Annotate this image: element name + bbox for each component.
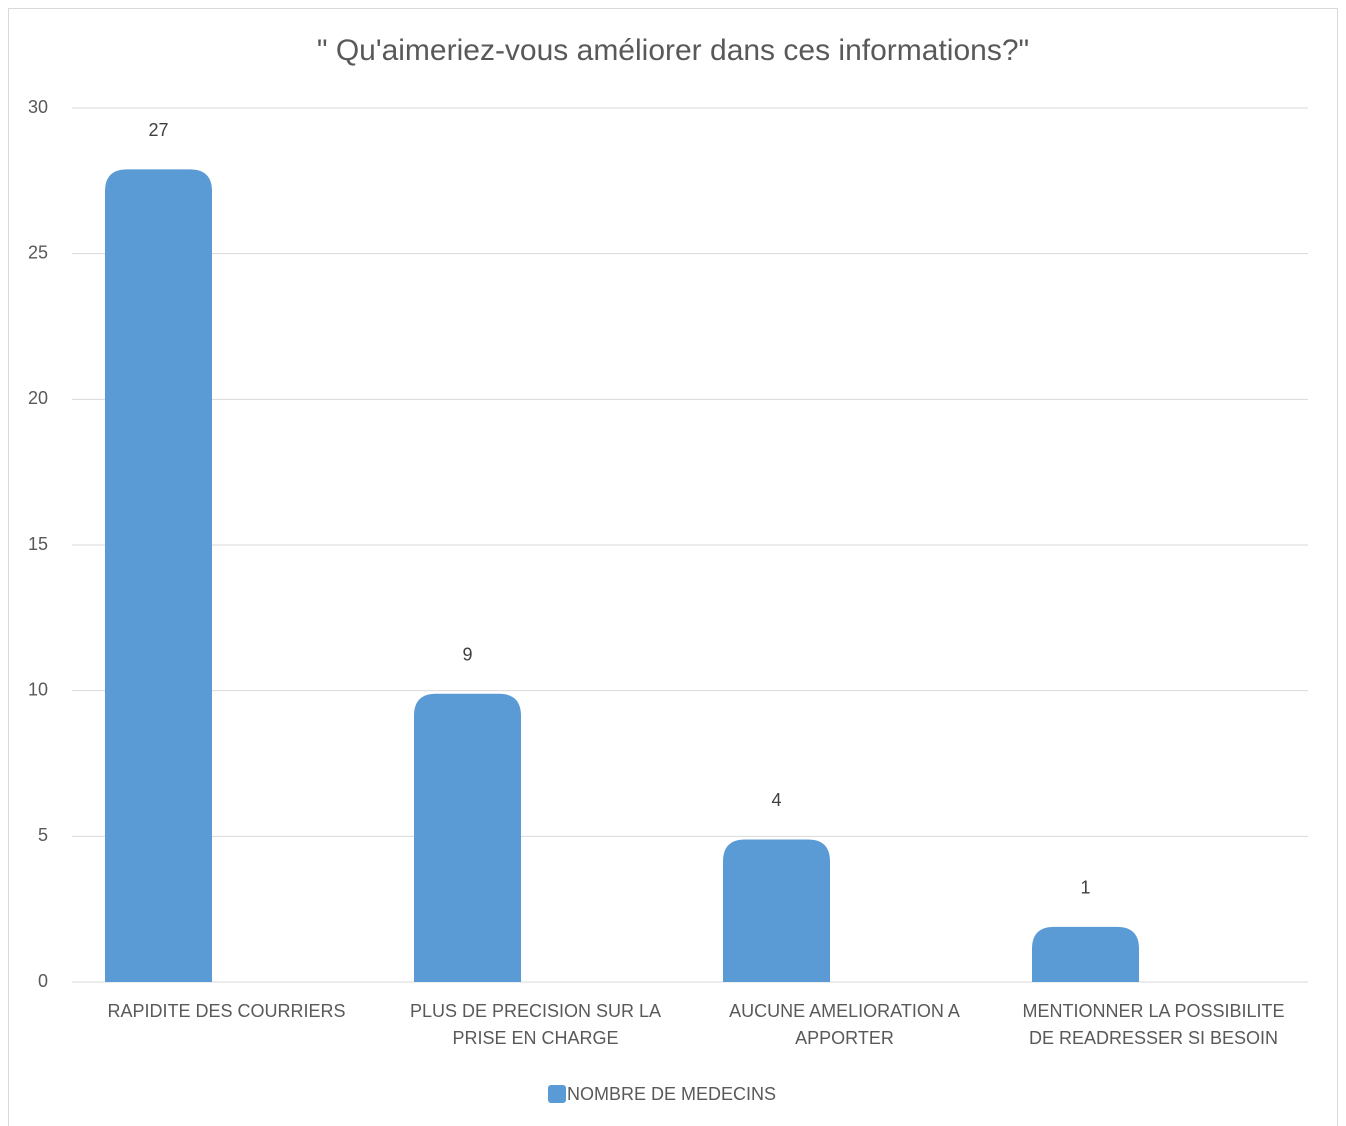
data-label: 27: [148, 120, 168, 140]
chart-border: [8, 8, 1338, 1126]
x-tick-label: PLUS DE PRECISION SUR LA PRISE EN CHARGE: [409, 1001, 662, 1048]
data-label: 1: [1080, 878, 1090, 898]
x-tick-label: MENTIONNER LA POSSIBILITE DE READRESSER …: [1022, 1001, 1285, 1048]
bar: [1032, 926, 1139, 982]
x-tick-label: RAPIDITE DES COURRIERS: [107, 1001, 346, 1021]
chart-title: " Qu'aimeriez-vous améliorer dans ces in…: [317, 34, 1029, 67]
bar: [105, 169, 212, 982]
data-label: 9: [462, 645, 472, 665]
x-tick-label: AUCUNE AMELIORATION A APPORTER: [729, 1001, 960, 1048]
y-tick-label: 20: [28, 388, 48, 408]
data-label: 4: [771, 790, 781, 810]
y-tick-label: 5: [38, 825, 48, 845]
y-tick-label: 30: [28, 97, 48, 117]
legend-label: NOMBRE DE MEDECINS: [567, 1084, 776, 1104]
bar: [414, 693, 521, 982]
y-tick-label: 25: [28, 242, 48, 262]
legend-swatch: [548, 1085, 566, 1103]
y-tick-label: 0: [38, 971, 48, 991]
y-tick-label: 10: [28, 679, 48, 699]
bar: [723, 839, 830, 982]
y-tick-label: 15: [28, 534, 48, 554]
